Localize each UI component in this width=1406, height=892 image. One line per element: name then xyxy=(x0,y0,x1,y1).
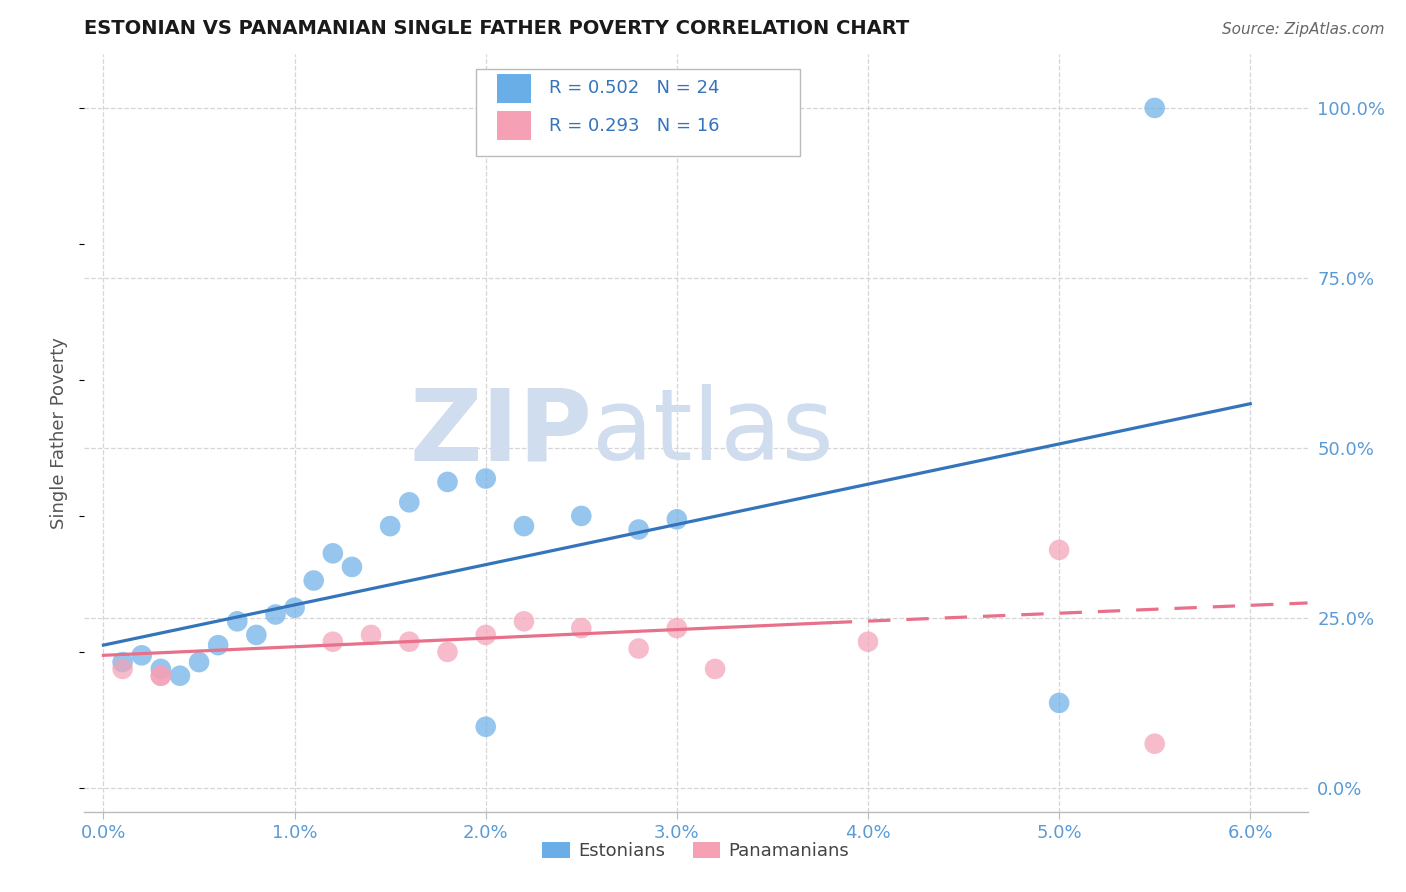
Point xyxy=(149,662,172,676)
Point xyxy=(436,645,458,659)
Point xyxy=(398,634,420,648)
Point xyxy=(322,546,344,560)
Point xyxy=(569,621,592,635)
Point xyxy=(188,655,211,669)
Point xyxy=(149,669,172,683)
Point xyxy=(111,662,134,676)
Point xyxy=(1143,737,1166,751)
Point xyxy=(169,669,191,683)
Point xyxy=(474,720,496,734)
Point xyxy=(398,495,420,509)
Point xyxy=(149,669,172,683)
FancyBboxPatch shape xyxy=(496,74,531,103)
Y-axis label: Single Father Poverty: Single Father Poverty xyxy=(51,336,69,529)
Point xyxy=(264,607,287,622)
Point xyxy=(380,519,402,533)
Point xyxy=(226,615,249,629)
Text: R = 0.293   N = 16: R = 0.293 N = 16 xyxy=(550,117,720,135)
Point xyxy=(360,628,382,642)
Point xyxy=(665,621,688,635)
Point xyxy=(513,615,536,629)
Point xyxy=(474,628,496,642)
Text: R = 0.502   N = 24: R = 0.502 N = 24 xyxy=(550,79,720,97)
Point xyxy=(302,574,325,588)
Point xyxy=(436,475,458,489)
Point xyxy=(856,634,879,648)
Text: ZIP: ZIP xyxy=(409,384,592,481)
Point xyxy=(207,638,229,652)
Point xyxy=(284,600,307,615)
FancyBboxPatch shape xyxy=(475,69,800,156)
Point xyxy=(340,560,363,574)
Text: ESTONIAN VS PANAMANIAN SINGLE FATHER POVERTY CORRELATION CHART: ESTONIAN VS PANAMANIAN SINGLE FATHER POV… xyxy=(84,19,910,38)
Legend: Estonians, Panamanians: Estonians, Panamanians xyxy=(536,834,856,867)
Point xyxy=(627,641,650,656)
Text: atlas: atlas xyxy=(592,384,834,481)
FancyBboxPatch shape xyxy=(496,112,531,140)
Point xyxy=(1143,101,1166,115)
Point xyxy=(704,662,727,676)
Point xyxy=(322,634,344,648)
Point xyxy=(245,628,267,642)
Point xyxy=(513,519,536,533)
Point xyxy=(1047,543,1070,558)
Point xyxy=(627,523,650,537)
Point xyxy=(131,648,153,663)
Text: Source: ZipAtlas.com: Source: ZipAtlas.com xyxy=(1222,22,1385,37)
Point xyxy=(1047,696,1070,710)
Point xyxy=(474,471,496,485)
Point xyxy=(665,512,688,526)
Point xyxy=(111,655,134,669)
Point xyxy=(569,508,592,523)
